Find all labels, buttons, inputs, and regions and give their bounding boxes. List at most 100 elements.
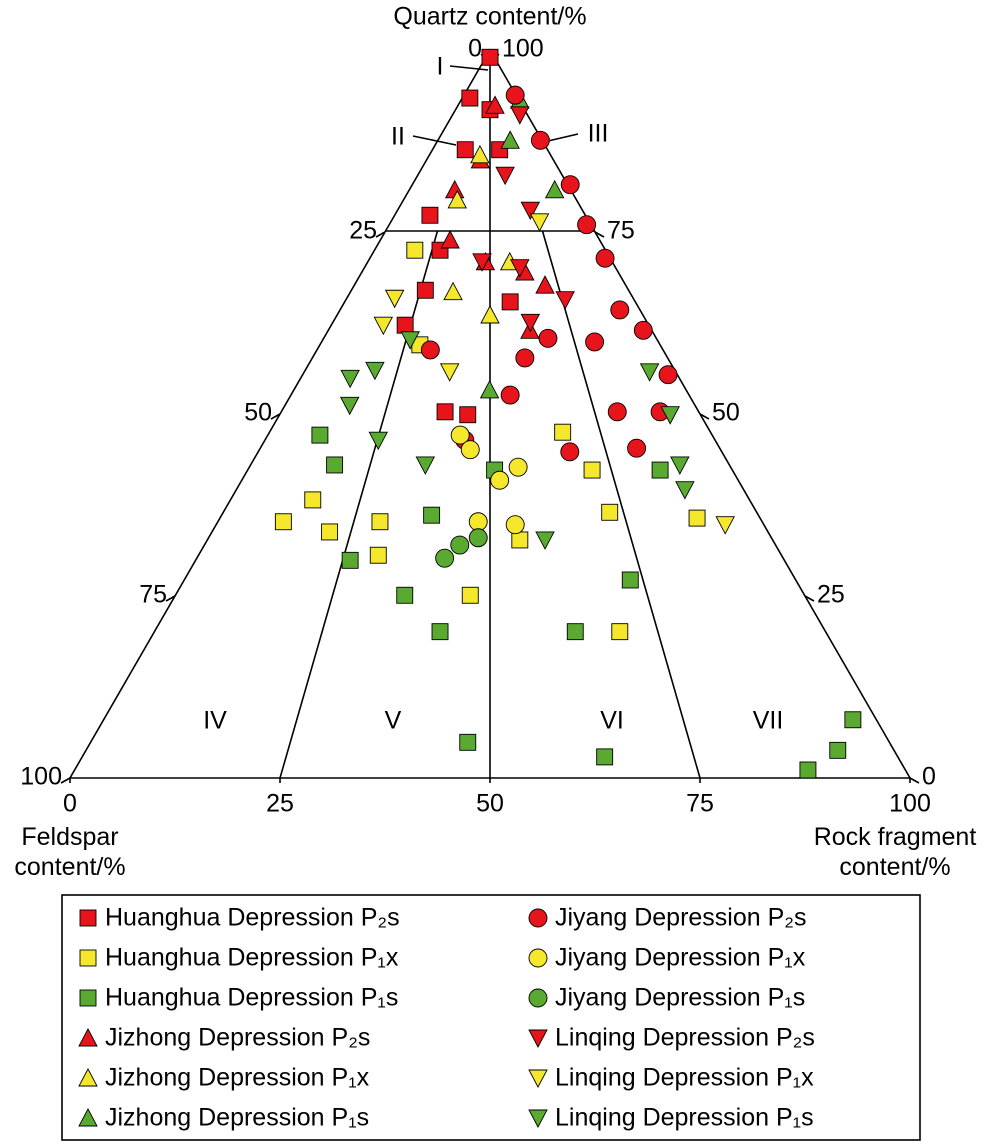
point [515, 348, 535, 368]
point [660, 406, 680, 425]
point [459, 406, 477, 424]
region-line [279, 230, 439, 779]
point [554, 423, 572, 441]
point [480, 305, 500, 324]
point [400, 331, 420, 350]
tick-label: 100 [20, 763, 62, 791]
point [538, 328, 558, 348]
point [479, 380, 500, 399]
tick-label: 25 [266, 790, 294, 818]
tick-label: 75 [607, 217, 635, 245]
point [274, 513, 292, 531]
tick-label: 25 [817, 581, 845, 609]
point [670, 456, 690, 475]
tick-mark [909, 777, 920, 784]
legend-marker [79, 949, 97, 967]
legend-label: Huanghua Depression P₁x [105, 944, 399, 972]
point [415, 456, 436, 475]
tick-label: 0 [922, 763, 936, 791]
point [396, 586, 414, 604]
point [610, 300, 630, 320]
tick-mark [594, 231, 605, 238]
point [621, 571, 639, 589]
point [633, 320, 653, 340]
legend-label: Linqing Depression P₂s [555, 1024, 815, 1052]
region-label: V [385, 707, 402, 735]
point [566, 623, 584, 641]
region-label: III [588, 120, 609, 148]
point [326, 456, 344, 474]
legend-label: Linqing Depression P₁x [555, 1064, 814, 1092]
leader-line [449, 65, 489, 71]
tick-label: 50 [476, 790, 504, 818]
point [459, 733, 477, 751]
legend-marker [78, 1068, 98, 1087]
point [715, 516, 735, 535]
point [450, 535, 470, 555]
point [495, 166, 515, 186]
point [384, 289, 405, 309]
tick-mark [375, 231, 386, 238]
point [460, 440, 480, 460]
point [416, 281, 434, 299]
tick-label: 25 [349, 217, 377, 245]
region-line [541, 230, 701, 779]
point [658, 365, 678, 385]
point [601, 503, 619, 521]
point [510, 106, 530, 125]
point [595, 248, 615, 268]
point [611, 623, 629, 641]
legend-marker [528, 1109, 548, 1128]
tick-label: 50 [244, 399, 272, 427]
point [447, 190, 467, 209]
legend-marker [78, 1028, 98, 1047]
point [544, 179, 565, 199]
point [500, 130, 520, 149]
legend-marker [528, 948, 548, 968]
point [583, 461, 601, 479]
legend-label: Jizhong Depression P₁x [105, 1064, 370, 1092]
legend-marker [528, 1069, 548, 1088]
point [396, 316, 414, 334]
point [321, 523, 339, 541]
point [577, 215, 597, 235]
tick-mark [60, 777, 71, 784]
point [596, 748, 614, 766]
legend-marker [528, 988, 548, 1008]
point [304, 491, 322, 509]
legend-label: Huanghua Depression P₂s [105, 904, 400, 932]
leader-line [547, 133, 579, 142]
legend-label: Jizhong Depression P₂s [105, 1024, 370, 1052]
point [440, 230, 460, 249]
legend-label: Linqing Depression P₁s [555, 1104, 814, 1132]
point [651, 461, 669, 479]
point [560, 442, 580, 462]
point [435, 548, 455, 568]
tick-label: 75 [139, 581, 167, 609]
point [585, 332, 605, 352]
region-label: VI [600, 707, 624, 735]
point [431, 623, 449, 641]
point [341, 551, 359, 569]
point [439, 363, 460, 382]
point [675, 481, 695, 500]
point [340, 369, 360, 389]
point [443, 281, 463, 301]
point [799, 761, 817, 779]
point [639, 363, 660, 382]
leader-line [412, 135, 457, 146]
point [511, 531, 529, 549]
right-axis-label: Rock fragment content/% [813, 823, 977, 881]
tick-mark [165, 595, 176, 602]
point [423, 506, 441, 524]
frame [68, 48, 912, 779]
point [501, 293, 519, 311]
region-label: II [391, 123, 405, 151]
point [468, 528, 488, 548]
point [371, 513, 389, 531]
point [500, 385, 520, 405]
point [461, 89, 479, 107]
point [560, 175, 580, 195]
